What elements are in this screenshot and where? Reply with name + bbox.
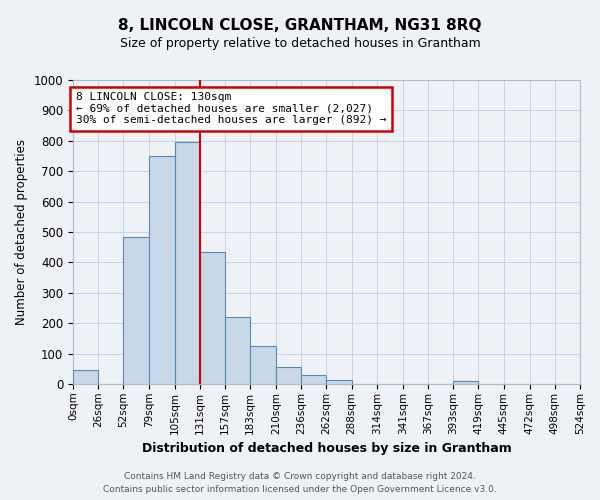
Text: 8 LINCOLN CLOSE: 130sqm
← 69% of detached houses are smaller (2,027)
30% of semi: 8 LINCOLN CLOSE: 130sqm ← 69% of detache… (76, 92, 386, 126)
Bar (453, 382, 478, 384)
Y-axis label: Number of detached properties: Number of detached properties (15, 139, 28, 325)
Text: Contains HM Land Registry data © Crown copyright and database right 2024.: Contains HM Land Registry data © Crown c… (124, 472, 476, 481)
Bar (73, 370, 98, 384)
Bar (250, 346, 276, 384)
Bar (200, 252, 225, 384)
Bar (225, 317, 250, 384)
Bar (276, 367, 301, 384)
Bar (123, 236, 149, 384)
Bar (149, 156, 175, 384)
Text: Size of property relative to detached houses in Grantham: Size of property relative to detached ho… (119, 38, 481, 51)
Text: 8, LINCOLN CLOSE, GRANTHAM, NG31 8RQ: 8, LINCOLN CLOSE, GRANTHAM, NG31 8RQ (118, 18, 482, 32)
Bar (301, 376, 326, 384)
X-axis label: Distribution of detached houses by size in Grantham: Distribution of detached houses by size … (142, 442, 511, 455)
Bar (175, 142, 200, 384)
Text: Contains public sector information licensed under the Open Government Licence v3: Contains public sector information licen… (103, 485, 497, 494)
Bar (326, 380, 352, 384)
